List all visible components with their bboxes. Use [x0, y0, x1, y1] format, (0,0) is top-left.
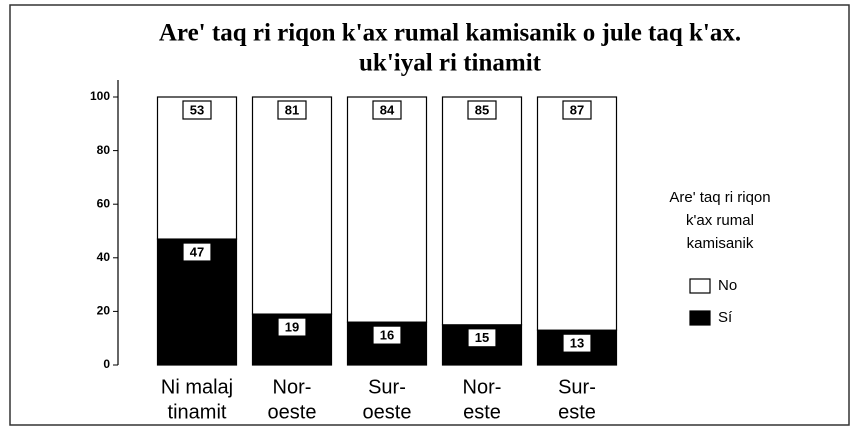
bar-segment	[156, 96, 238, 240]
x-tick-label: Nor-	[273, 376, 312, 398]
chart-title: uk'iyal ri tinamit	[359, 50, 542, 77]
y-tick-label: 40	[97, 250, 111, 264]
bar-segment	[346, 96, 428, 323]
value-label-box	[562, 100, 592, 120]
value-label-box	[372, 100, 402, 120]
x-tick-label: oeste	[363, 401, 412, 423]
x-tick-label: oeste	[268, 401, 317, 423]
bar-segment	[251, 96, 333, 315]
value-label-box	[277, 317, 307, 337]
frame	[9, 4, 850, 426]
value-label-box	[277, 100, 307, 120]
y-tick-label: 60	[97, 196, 111, 210]
x-tick-label: este	[558, 401, 596, 423]
bar-segment	[441, 96, 523, 326]
y-tick-label: 20	[97, 304, 111, 318]
value-label: 15	[475, 330, 489, 345]
chart-title: Are' taq ri riqon k'ax rumal kamisanik o…	[159, 20, 741, 47]
x-tick-label: este	[463, 401, 501, 423]
value-label: 13	[570, 336, 584, 351]
x-tick-label: tinamit	[168, 401, 227, 423]
value-label: 19	[285, 320, 299, 335]
value-label-box	[467, 328, 497, 348]
value-label: 81	[285, 102, 299, 117]
value-label-box	[467, 100, 497, 120]
value-label: 47	[190, 244, 204, 259]
y-tick-label: 80	[97, 143, 111, 157]
y-tick-label: 100	[90, 89, 110, 103]
legend-title: k'ax rumal	[686, 212, 754, 229]
x-tick-label: Sur-	[368, 376, 406, 398]
legend-title: Are' taq ri riqon	[669, 189, 770, 206]
y-tick-label: 0	[103, 357, 110, 371]
x-tick-label: Nor-	[463, 376, 502, 398]
value-label-box	[562, 333, 592, 353]
value-label: 53	[190, 102, 204, 117]
legend-label: No	[718, 277, 737, 294]
x-tick-label: Ni malaj	[161, 376, 233, 398]
legend-swatch	[689, 278, 711, 294]
value-label: 84	[380, 102, 395, 117]
legend-title: kamisanik	[687, 235, 754, 252]
value-label: 16	[380, 328, 394, 343]
legend-label: Sí	[718, 309, 733, 326]
value-label: 85	[475, 102, 489, 117]
legend-swatch	[689, 310, 711, 326]
bar-segment	[536, 96, 618, 331]
value-label-box	[182, 242, 212, 262]
x-tick-label: Sur-	[558, 376, 596, 398]
value-label-box	[372, 325, 402, 345]
value-label: 87	[570, 102, 584, 117]
value-label-box	[182, 100, 212, 120]
